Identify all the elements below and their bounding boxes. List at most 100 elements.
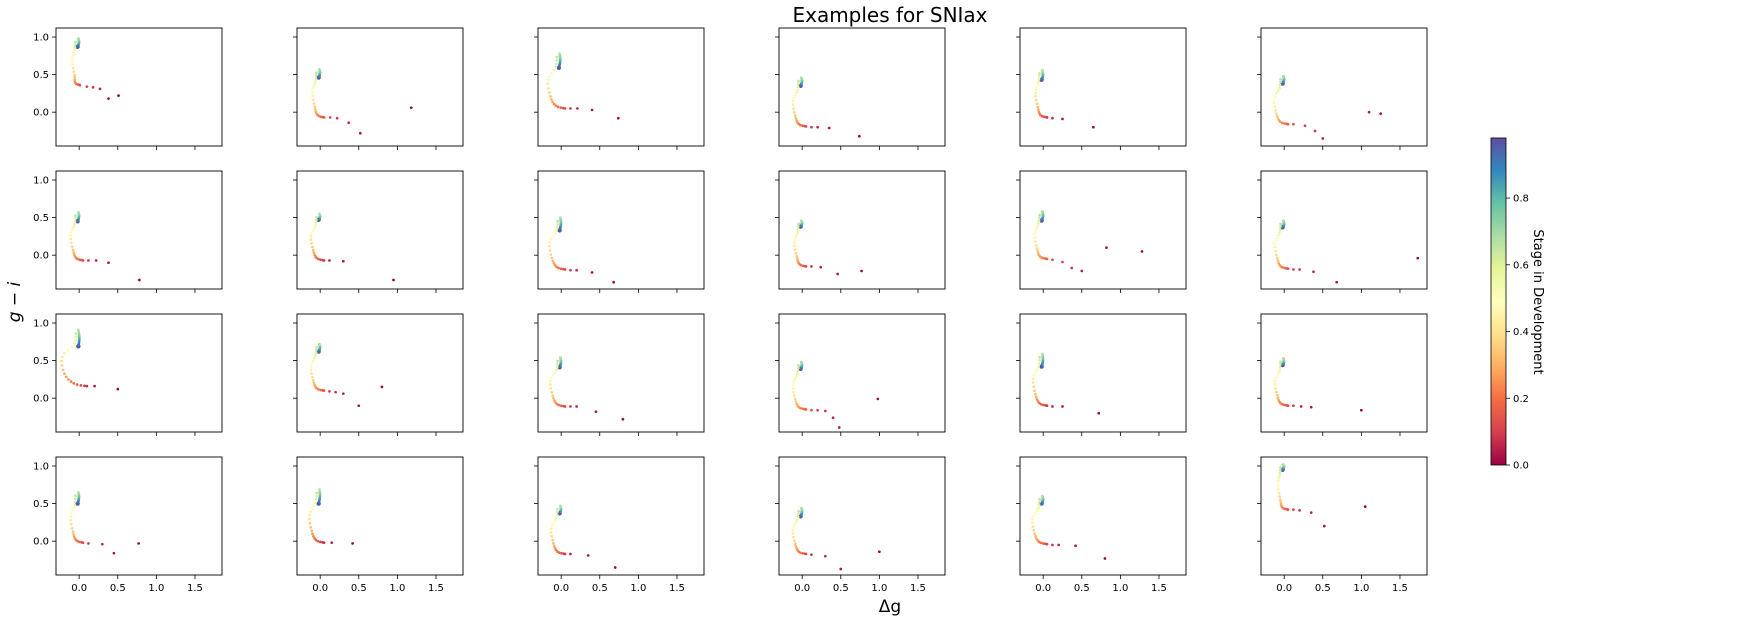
data-point <box>797 82 800 86</box>
data-point <box>73 342 76 346</box>
data-point <box>1032 529 1036 532</box>
data-point <box>71 53 75 57</box>
data-point <box>797 366 800 370</box>
data-point <box>71 62 74 66</box>
data-point <box>563 552 567 556</box>
data-point <box>876 397 880 401</box>
data-point <box>1360 408 1363 412</box>
data-point <box>1298 268 1301 271</box>
panel <box>1257 313 1428 436</box>
data-point <box>563 107 567 110</box>
axes-frame <box>537 456 705 576</box>
data-point <box>1292 122 1295 126</box>
data-point <box>554 104 558 108</box>
data-point <box>551 394 555 398</box>
data-point <box>87 542 90 545</box>
data-point <box>792 380 796 384</box>
data-point <box>549 253 553 256</box>
data-point <box>315 346 318 349</box>
data-point <box>1278 495 1282 498</box>
data-point <box>322 389 326 393</box>
data-point <box>71 228 74 231</box>
data-point <box>590 108 594 112</box>
chart-title: Examples for SNIax <box>792 3 987 27</box>
data-point <box>60 355 64 359</box>
x-tick-label: 0.0 <box>794 583 810 594</box>
data-point <box>311 532 314 536</box>
data-point <box>590 271 594 274</box>
data-point <box>311 379 315 382</box>
data-point <box>1035 509 1039 513</box>
data-point <box>1034 240 1037 243</box>
x-tick-label: 1.0 <box>871 583 887 594</box>
data-point <box>810 125 813 129</box>
data-point <box>1272 101 1276 105</box>
x-tick-label: 0.0 <box>71 583 87 594</box>
data-point <box>559 504 562 508</box>
data-point <box>797 364 800 367</box>
data-point <box>1273 379 1277 383</box>
data-point <box>550 97 553 101</box>
data-point <box>1033 230 1037 233</box>
x-tick-label: 1.5 <box>428 583 444 594</box>
y-tick-label: 0.0 <box>33 251 49 262</box>
data-point <box>1037 365 1040 369</box>
data-point <box>1299 405 1303 408</box>
y-tick-label: 1.0 <box>33 319 49 330</box>
data-point <box>1277 479 1280 483</box>
data-point <box>1275 253 1278 257</box>
data-point <box>1286 404 1290 408</box>
data-point <box>1282 463 1285 466</box>
x-tick-label: 0.5 <box>351 583 367 594</box>
data-point <box>74 332 78 335</box>
data-point <box>313 108 317 111</box>
data-point <box>1051 543 1054 547</box>
data-point <box>795 255 799 258</box>
data-point <box>857 134 861 138</box>
data-point <box>1379 112 1383 116</box>
data-point <box>1278 86 1281 90</box>
data-point <box>793 523 797 526</box>
data-point <box>69 380 73 383</box>
data-point <box>1276 481 1280 485</box>
data-point <box>554 65 558 69</box>
data-point <box>1276 484 1280 488</box>
data-point <box>317 257 320 261</box>
data-point <box>72 533 75 536</box>
data-point <box>1038 356 1041 359</box>
data-point <box>1033 236 1037 240</box>
axes-frame <box>778 170 946 290</box>
axes-frame <box>778 27 946 147</box>
data-point <box>309 234 313 238</box>
data-point <box>1039 402 1043 406</box>
x-tick-label: 1.0 <box>1353 583 1369 594</box>
data-point <box>312 534 315 538</box>
data-point <box>1070 266 1074 270</box>
data-point <box>550 391 554 394</box>
data-point <box>1321 137 1325 140</box>
data-point <box>72 506 75 510</box>
data-point <box>1033 232 1037 236</box>
data-point <box>810 408 813 412</box>
data-point <box>1279 466 1282 470</box>
data-point <box>72 225 75 229</box>
data-point <box>548 241 551 244</box>
data-point <box>315 71 318 75</box>
x-tick-label: 0.5 <box>110 583 126 594</box>
data-point <box>557 266 560 270</box>
data-point <box>79 383 83 387</box>
data-point <box>1274 109 1277 112</box>
data-point <box>551 259 555 263</box>
data-point <box>73 43 77 46</box>
data-point <box>793 244 796 248</box>
panel <box>1257 27 1428 150</box>
data-point <box>1105 246 1108 250</box>
data-point <box>794 235 798 239</box>
data-point <box>549 531 553 534</box>
data-point <box>1278 498 1282 502</box>
data-point <box>1286 122 1290 126</box>
data-point <box>558 52 561 55</box>
data-point <box>1277 233 1280 237</box>
data-point <box>1034 395 1038 399</box>
data-point <box>70 345 74 349</box>
